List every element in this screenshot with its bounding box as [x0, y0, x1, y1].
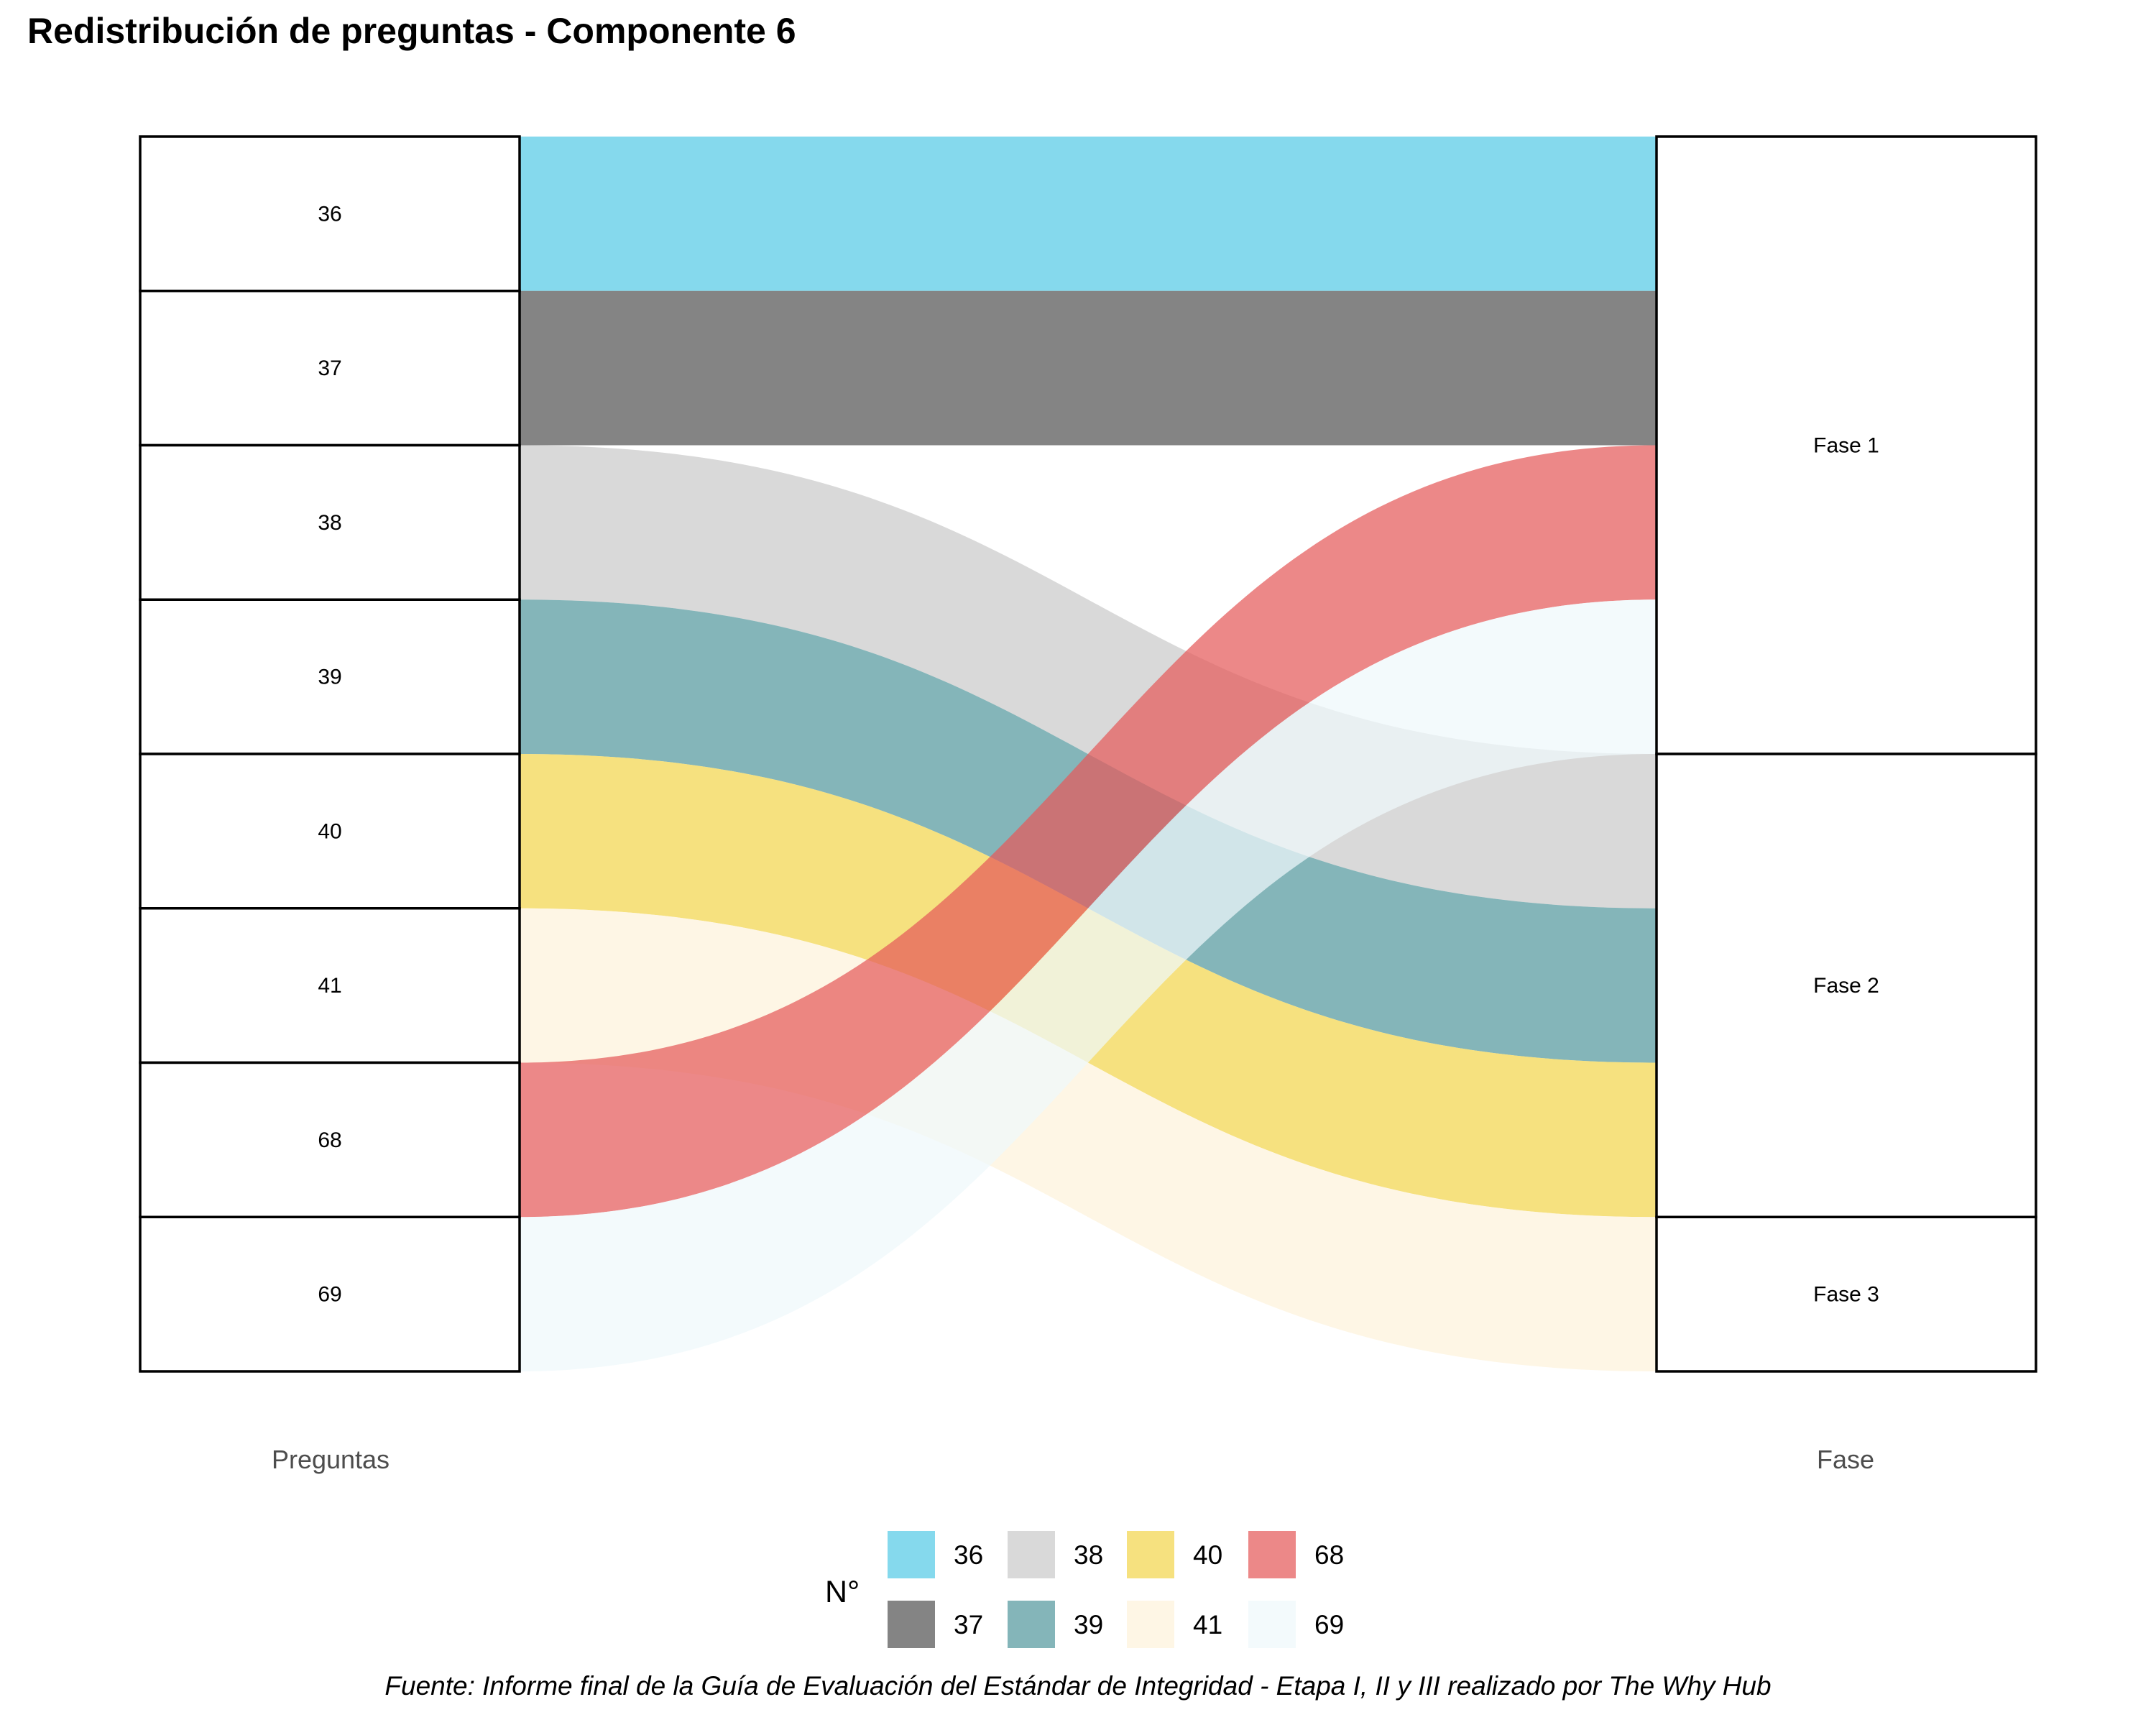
flow-69-to-fase-1 [520, 599, 1657, 1371]
node-pregunta-69-box [139, 1215, 521, 1373]
node-pregunta-37-label: 37 [318, 356, 341, 380]
node-pregunta-36-label: 36 [318, 202, 341, 226]
legend-label-36: 36 [954, 1540, 983, 1570]
chart-caption: Fuente: Informe final de la Guía de Eval… [384, 1671, 1772, 1701]
legend-label-69: 69 [1314, 1610, 1344, 1639]
node-pregunta-37-box [139, 290, 521, 447]
node-pregunta-39-box [139, 598, 521, 755]
node-pregunta-38-label: 38 [318, 511, 341, 535]
legend-swatch-68 [1248, 1531, 1296, 1578]
legend-swatch-37 [888, 1601, 935, 1648]
legend-swatch-39 [1008, 1601, 1055, 1648]
legend-label-68: 68 [1314, 1540, 1344, 1570]
flow-68-to-fase-1 [520, 445, 1657, 1218]
chart-title: Redistribución de preguntas - Componente… [27, 11, 796, 51]
node-fase-1-box [1655, 135, 2037, 755]
legend: N° 36 37 38 39 40 41 68 69 [825, 1531, 1344, 1648]
x-axis-label-fase: Fase [1817, 1445, 1874, 1474]
nodes-layer: 36 37 38 39 40 41 68 69 Fase 1 Fase 2 Fase 3 [139, 135, 2037, 1373]
legend-label-37: 37 [954, 1610, 983, 1639]
node-pregunta-40-box [139, 753, 521, 910]
legend-swatch-41 [1127, 1601, 1174, 1648]
node-pregunta-68-label: 68 [318, 1128, 341, 1152]
node-fase-1-label: Fase 1 [1813, 434, 1879, 458]
legend-swatch-38 [1008, 1531, 1055, 1578]
legend-swatch-69 [1248, 1601, 1296, 1648]
legend-swatch-40 [1127, 1531, 1174, 1578]
node-fase-2-box [1655, 753, 2037, 1218]
node-pregunta-39-label: 39 [318, 666, 341, 689]
legend-label-40: 40 [1193, 1540, 1222, 1570]
node-fase-3-label: Fase 3 [1813, 1283, 1879, 1307]
node-pregunta-36-box [139, 135, 521, 293]
legend-swatch-36 [888, 1531, 935, 1578]
node-pregunta-41-box [139, 907, 521, 1064]
flows-layer [520, 137, 1657, 1371]
node-pregunta-38-box [139, 443, 521, 601]
flow-36-to-fase-1 [520, 137, 1657, 291]
node-pregunta-69-label: 69 [318, 1283, 341, 1307]
node-pregunta-40-label: 40 [318, 819, 341, 843]
flow-37-to-fase-1 [520, 290, 1657, 446]
legend-label-39: 39 [1074, 1610, 1103, 1639]
node-fase-3-box [1655, 1215, 2037, 1373]
legend-title: N° [825, 1575, 860, 1609]
legend-label-41: 41 [1193, 1610, 1222, 1639]
x-axis-label-preguntas: Preguntas [272, 1445, 390, 1474]
node-pregunta-41-label: 41 [318, 974, 341, 998]
node-fase-2-label: Fase 2 [1813, 974, 1879, 998]
legend-label-38: 38 [1074, 1540, 1103, 1570]
node-pregunta-68-box [139, 1061, 521, 1218]
